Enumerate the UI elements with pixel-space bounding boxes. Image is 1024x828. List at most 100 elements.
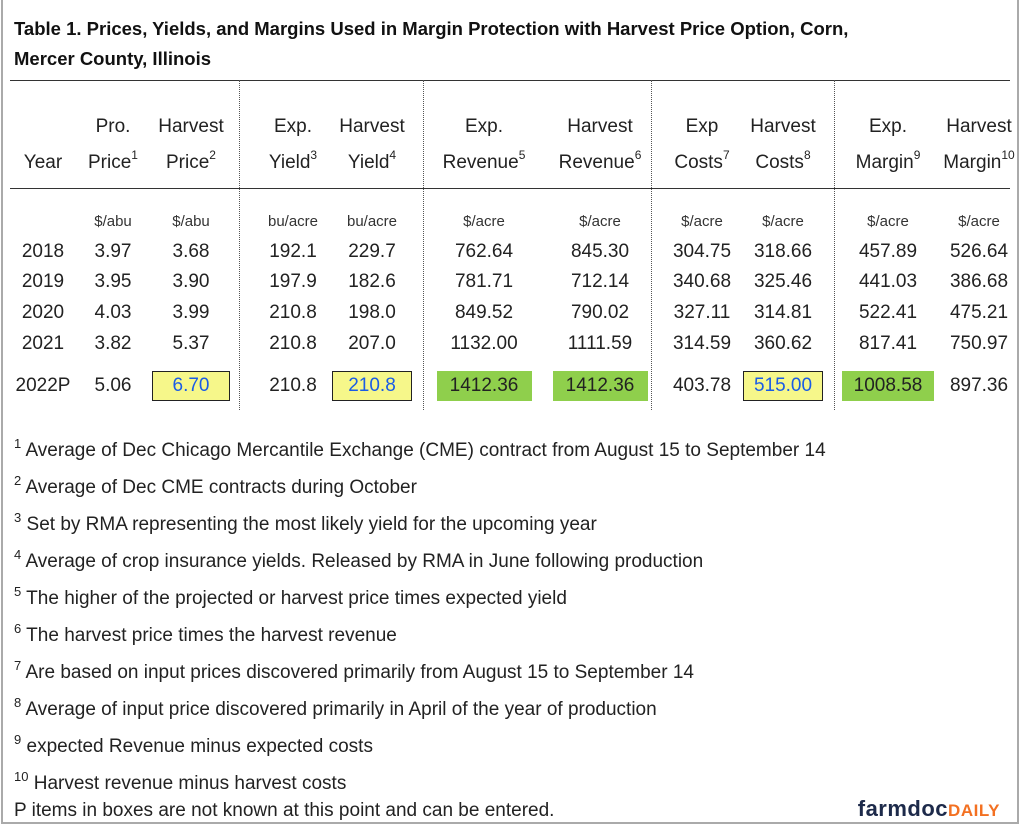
table-cell: 1008.58	[853, 375, 923, 396]
table-cell: 475.21	[949, 302, 1009, 323]
footnote-number: 9	[14, 732, 22, 747]
table-cell: 3.68	[172, 241, 210, 262]
table-cell: 3.99	[172, 302, 210, 323]
column-header: Margin10	[943, 149, 1014, 174]
footnote-text: The harvest price times the harvest reve…	[26, 625, 397, 646]
column-header-label: Revenue	[558, 152, 635, 173]
column-unit: $/acre	[463, 213, 505, 230]
computed-box	[842, 371, 934, 401]
note: P items in boxes are not known at this p…	[14, 800, 555, 821]
table-cell: 207.0	[348, 333, 396, 354]
footnote-text: Average of Dec Chicago Mercantile Exchan…	[25, 440, 826, 461]
table-cell: 897.36	[949, 375, 1009, 396]
footnote-text: Average of input price discovered primar…	[25, 699, 657, 720]
computed-box	[436, 371, 532, 401]
column-divider	[651, 80, 652, 410]
column-header-label: Yield	[347, 152, 390, 173]
footnote-number: 1	[14, 436, 22, 451]
footnote-number: 7	[14, 658, 22, 673]
column-header-label: Costs	[755, 152, 804, 173]
footnote-text: The higher of the projected or harvest p…	[26, 588, 567, 609]
table-cell: 4.03	[94, 302, 132, 323]
year-cell: 2018	[21, 241, 65, 262]
footnote-ref: 3	[310, 148, 318, 162]
table-cell: 515.00	[753, 375, 813, 396]
table-cell: 198.0	[348, 302, 396, 323]
column-header-top: Harvest	[567, 116, 633, 137]
column-divider	[423, 80, 424, 410]
column-header: Yield4	[347, 149, 396, 174]
table-cell: 229.7	[348, 241, 396, 262]
footnote-ref: 10	[1001, 148, 1015, 162]
table-cell: 817.41	[858, 333, 918, 354]
column-unit: $/abu	[94, 213, 132, 230]
column-unit: $/acre	[579, 213, 621, 230]
table-cell: 750.97	[949, 333, 1009, 354]
title-line-2: Mercer County, Illinois	[14, 48, 212, 69]
table-cell: 325.46	[753, 271, 813, 292]
column-header-top: Pro.	[95, 116, 131, 137]
table-cell: 790.02	[570, 302, 630, 323]
year-cell: 2022P	[15, 375, 71, 396]
year-cell: 2019	[21, 271, 65, 292]
column-header: Revenue5	[443, 149, 526, 174]
footnote-number: 5	[14, 584, 22, 599]
footnote: 4 Average of crop insurance yields. Rele…	[14, 548, 703, 573]
column-header-top: Harvest	[946, 116, 1012, 137]
footnote: 3 Set by RMA representing the most likel…	[14, 511, 597, 536]
footnote: 2 Average of Dec CME contracts during Oc…	[14, 474, 417, 499]
column-header-top: Harvest	[158, 116, 224, 137]
footnote-text: Average of Dec CME contracts during Octo…	[25, 477, 417, 498]
table-cell: 197.9	[269, 271, 317, 292]
table-cell: 1412.36	[449, 375, 519, 396]
footnote-number: 10	[14, 769, 29, 784]
logo-part-1: farmdoc	[857, 796, 949, 821]
table-cell: 5.37	[172, 333, 210, 354]
table-title: Table 1. Prices, Yields, and Margins Use…	[14, 14, 848, 74]
table-cell: 1412.36	[565, 375, 635, 396]
table-cell: 210.8	[269, 333, 317, 354]
column-header: Revenue6	[558, 149, 642, 174]
footnote-ref: 2	[209, 148, 216, 162]
table-cell: 318.66	[753, 241, 813, 262]
computed-box	[552, 371, 648, 401]
footnote: 9 expected Revenue minus expected costs	[14, 733, 373, 758]
column-header-label: Yield	[268, 152, 311, 173]
column-header-top: Harvest	[750, 116, 816, 137]
footnote-ref: 9	[913, 148, 921, 162]
table-cell: 526.64	[949, 241, 1009, 262]
table-cell: 845.30	[570, 241, 630, 262]
column-unit: $/abu	[172, 213, 210, 230]
footnote: 6 The harvest price times the harvest re…	[14, 622, 397, 647]
footnote-number: 3	[14, 510, 22, 525]
column-header: Costs7	[674, 149, 729, 174]
column-header: Price2	[166, 149, 216, 174]
footnote: 5 The higher of the projected or harvest…	[14, 585, 567, 610]
footnote-ref: 6	[634, 148, 642, 162]
column-unit: $/acre	[762, 213, 804, 230]
footnote-number: 6	[14, 621, 22, 636]
table-cell: 210.8	[269, 375, 317, 396]
footnote-text: Harvest revenue minus harvest costs	[33, 773, 347, 794]
input-box	[152, 371, 230, 401]
column-header-top: Harvest	[339, 116, 405, 137]
column-unit: $/acre	[867, 213, 909, 230]
table-cell: 457.89	[858, 241, 918, 262]
footnote-number: 4	[14, 547, 22, 562]
table-cell: 849.52	[454, 302, 514, 323]
table-cell: 3.90	[172, 271, 210, 292]
table-cell: 522.41	[858, 302, 918, 323]
table-cell: 304.75	[672, 241, 732, 262]
footnote-text: Set by RMA representing the most likely …	[26, 514, 597, 535]
table-cell: 1111.59	[567, 333, 633, 354]
table-cell: 314.59	[672, 333, 732, 354]
column-header: Year	[24, 152, 62, 174]
table-cell: 712.14	[570, 271, 630, 292]
column-header-top: Exp.	[868, 116, 908, 137]
table-cell: 1132.00	[450, 333, 518, 354]
table-top-rule	[10, 80, 1010, 81]
table-cell: 360.62	[753, 333, 813, 354]
footnote: 1 Average of Dec Chicago Mercantile Exch…	[14, 437, 826, 462]
column-unit: bu/acre	[267, 213, 319, 230]
